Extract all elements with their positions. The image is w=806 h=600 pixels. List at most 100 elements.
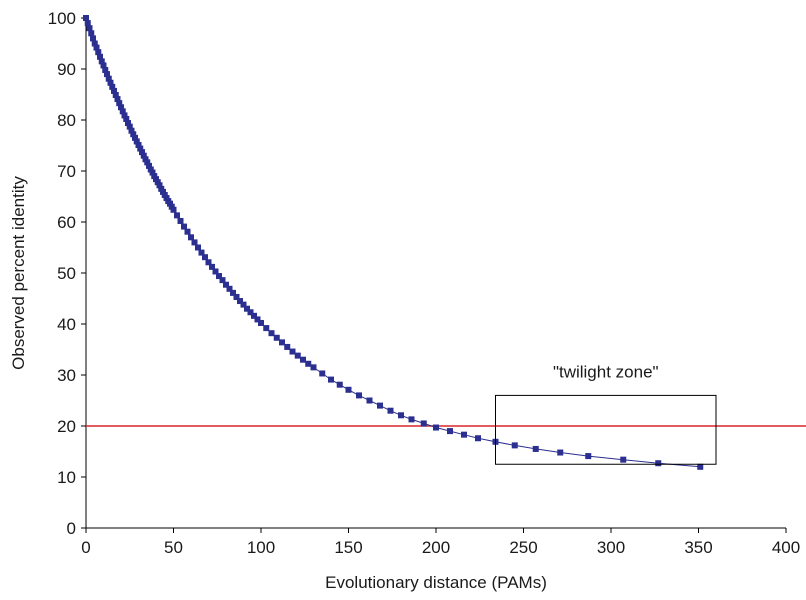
- data-point: [161, 191, 168, 198]
- data-point: [263, 325, 270, 332]
- data-point: [104, 71, 110, 78]
- y-tick-label: 40: [57, 315, 76, 334]
- data-point: [107, 79, 114, 86]
- data-point: [356, 392, 362, 399]
- data-point: [146, 162, 152, 169]
- x-tick-label: 400: [772, 538, 800, 557]
- data-point: [268, 330, 275, 337]
- data-point: [188, 234, 194, 241]
- data-point: [144, 159, 151, 166]
- twilight-zone-box: [495, 394, 717, 465]
- data-point: [244, 305, 250, 312]
- data-point: [184, 228, 191, 235]
- data-point: [209, 263, 215, 270]
- data-point: [300, 356, 306, 363]
- data-point: [387, 407, 394, 414]
- x-tick-label: 100: [247, 538, 275, 557]
- data-point: [86, 25, 93, 32]
- y-tick-label: 0: [67, 519, 76, 538]
- x-tick-label: 150: [334, 538, 362, 557]
- data-point: [557, 449, 564, 456]
- data-point: [118, 104, 124, 111]
- x-tick-label: 250: [509, 538, 537, 557]
- data-point: [447, 428, 453, 435]
- data-point: [111, 87, 117, 94]
- data-point: [198, 249, 205, 256]
- y-axis-title: Observed percent identity: [9, 176, 28, 370]
- data-point: [153, 176, 159, 183]
- twilight-zone-label: "twilight zone": [553, 362, 659, 381]
- data-point: [114, 96, 121, 103]
- data-point: [655, 460, 662, 467]
- data-point: [88, 30, 95, 37]
- data-point: [84, 20, 91, 27]
- data-point: [620, 456, 627, 463]
- data-point: [154, 179, 161, 186]
- data-point: [105, 75, 112, 82]
- data-point: [149, 169, 156, 176]
- data-point: [167, 200, 173, 207]
- data-point: [258, 319, 264, 326]
- y-tick-label: 100: [48, 9, 76, 28]
- data-point: [142, 156, 149, 163]
- data-point: [139, 149, 145, 156]
- data-point: [398, 412, 404, 419]
- data-point: [112, 92, 119, 99]
- x-tick-label: 350: [684, 538, 712, 557]
- data-point: [163, 195, 170, 202]
- x-tick-label: 0: [81, 538, 90, 557]
- data-point: [475, 435, 481, 442]
- twilight-zone-annotation: "twilight zone": [495, 362, 717, 465]
- y-tick-label: 80: [57, 111, 76, 130]
- data-point: [319, 370, 326, 377]
- data-point: [109, 83, 116, 90]
- data-point: [289, 348, 296, 355]
- data-point: [408, 416, 415, 423]
- data-point: [128, 127, 135, 134]
- data-point: [123, 115, 130, 122]
- data-point: [697, 463, 704, 470]
- data-point: [532, 445, 539, 452]
- data-point: [132, 134, 138, 141]
- data-point: [251, 312, 257, 319]
- data-point: [177, 217, 184, 224]
- data-point: [420, 420, 427, 427]
- y-tick-label: 90: [57, 60, 76, 79]
- data-point: [181, 223, 187, 230]
- data-point: [168, 203, 175, 210]
- data-point: [328, 376, 334, 383]
- data-point: [90, 35, 96, 42]
- data-point: [102, 67, 109, 74]
- data-point: [140, 152, 147, 159]
- data-point: [135, 141, 142, 148]
- data-point: [377, 402, 383, 409]
- data-point: [156, 182, 163, 189]
- data-point: [130, 131, 137, 138]
- data-point: [83, 15, 89, 21]
- data-point: [310, 364, 317, 371]
- data-point: [240, 301, 247, 308]
- axes: [81, 17, 787, 533]
- data-point: [151, 173, 158, 180]
- tick-labels: 0 10 20 30 40 50 60 70 80 90 100 0 50 100 150 200 250 300…: [48, 9, 801, 557]
- data-point: [95, 49, 102, 56]
- data-point: [93, 44, 100, 51]
- data-series: [83, 15, 704, 470]
- x-tick-label: 50: [164, 538, 183, 557]
- data-point: [100, 62, 107, 69]
- y-tick-label: 70: [57, 162, 76, 181]
- data-point: [305, 360, 312, 367]
- x-tick-label: 200: [422, 538, 450, 557]
- data-point: [511, 442, 518, 449]
- data-point: [174, 212, 180, 219]
- data-point: [237, 298, 243, 305]
- data-point: [195, 244, 201, 251]
- data-point: [137, 145, 144, 152]
- y-tick-label: 50: [57, 264, 76, 283]
- data-point: [294, 352, 301, 359]
- data-point: [133, 138, 140, 145]
- data-point: [345, 386, 352, 393]
- y-tick-label: 60: [57, 213, 76, 232]
- data-point: [125, 120, 131, 127]
